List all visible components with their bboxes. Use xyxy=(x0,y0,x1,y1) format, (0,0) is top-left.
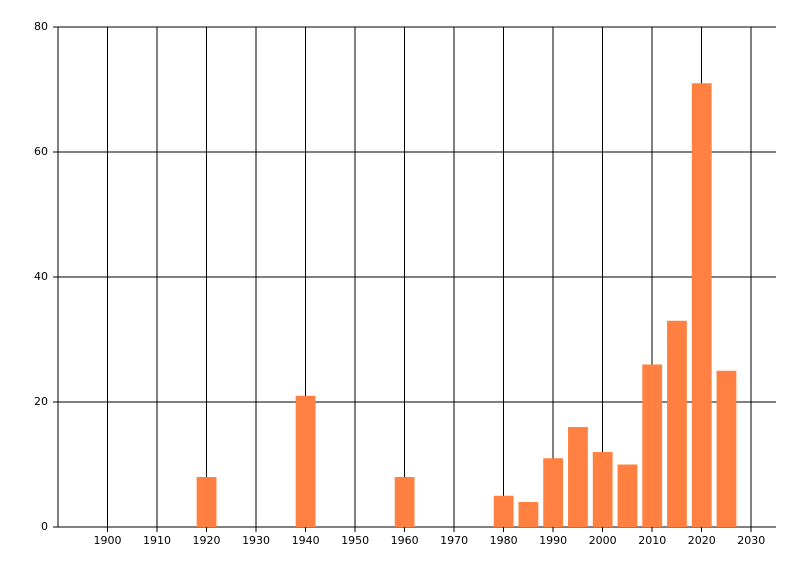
x-tick-label: 1980 xyxy=(490,534,518,547)
x-tick-label: 1900 xyxy=(94,534,122,547)
x-tick-label: 1940 xyxy=(292,534,320,547)
y-tick-label: 20 xyxy=(34,395,48,408)
bar xyxy=(543,458,564,527)
bar xyxy=(568,427,588,527)
bar xyxy=(394,477,415,527)
bar xyxy=(667,320,687,527)
bar xyxy=(196,477,217,527)
x-tick-label: 2000 xyxy=(589,534,617,547)
x-tick-label: 2010 xyxy=(638,534,666,547)
x-tick-label: 1950 xyxy=(341,534,369,547)
bar xyxy=(716,370,737,527)
x-tick-label: 2030 xyxy=(737,534,765,547)
x-tick-label: 1990 xyxy=(539,534,567,547)
x-tick-label: 1920 xyxy=(193,534,221,547)
x-tick-label: 1910 xyxy=(143,534,171,547)
y-tick-label: 0 xyxy=(41,520,48,533)
x-tick-label: 2020 xyxy=(688,534,716,547)
bar xyxy=(592,452,613,527)
bar xyxy=(617,464,638,527)
bar xyxy=(493,495,514,527)
x-tick-label: 1970 xyxy=(440,534,468,547)
bar xyxy=(691,83,712,527)
bar xyxy=(518,502,539,527)
y-tick-label: 80 xyxy=(34,20,48,33)
y-tick-label: 60 xyxy=(34,145,48,158)
y-tick-label: 40 xyxy=(34,270,48,283)
x-tick-label: 1960 xyxy=(391,534,419,547)
x-tick-label: 1930 xyxy=(242,534,270,547)
bar xyxy=(295,395,316,527)
bar xyxy=(642,364,663,527)
